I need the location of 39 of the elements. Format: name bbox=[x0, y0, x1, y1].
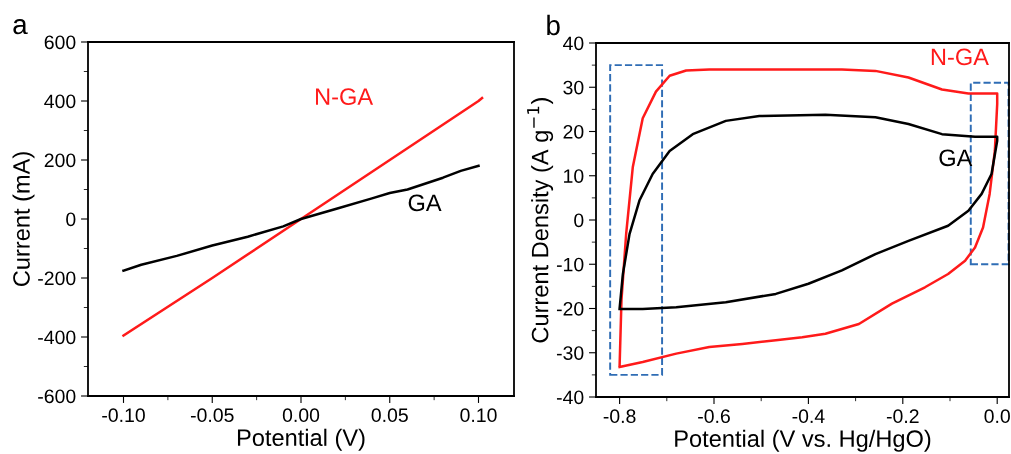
y-tick-label: -30 bbox=[556, 346, 584, 360]
y-axis-title: Current Density (A g$^{−1}$) bbox=[527, 98, 554, 343]
x-tick-label: 0.10 bbox=[460, 408, 497, 423]
y-tick-label: 0 bbox=[574, 213, 584, 228]
y-tick-label: 30 bbox=[563, 80, 584, 95]
line-series bbox=[618, 113, 999, 311]
series-label: N-GA bbox=[931, 48, 989, 66]
y-tick-label: -200 bbox=[38, 271, 76, 286]
y-tick-label: -600 bbox=[38, 389, 76, 404]
y-tick-label: 20 bbox=[563, 124, 584, 139]
y-tick-label: -20 bbox=[556, 301, 584, 316]
y-tick-label: 40 bbox=[563, 36, 584, 51]
x-tick-label: -0.6 bbox=[698, 409, 730, 424]
chart-title: a bbox=[13, 19, 28, 35]
x-tick-label: -0.2 bbox=[886, 409, 919, 424]
x-axis-title: Potential (V vs. Hg/HgO) bbox=[675, 429, 931, 452]
y-axis-title: Current (mA) bbox=[12, 152, 35, 287]
y-tick-label: -10 bbox=[556, 257, 584, 272]
x-tick-label: 0.05 bbox=[371, 408, 408, 423]
x-tick-label: -0.05 bbox=[190, 408, 234, 423]
x-axis-title: Potential (V) bbox=[237, 428, 365, 451]
y-tick-label: 10 bbox=[564, 169, 584, 183]
x-tick-label: 0.00 bbox=[282, 408, 320, 423]
y-tick-label: 400 bbox=[44, 94, 76, 109]
x-tick-label: -0.10 bbox=[102, 408, 145, 423]
line-series bbox=[122, 164, 480, 272]
text: N-GA bbox=[316, 88, 374, 105]
series-label: GA bbox=[408, 194, 442, 212]
y-tick-label: 600 bbox=[44, 35, 76, 50]
y-tick-label: 200 bbox=[44, 153, 76, 168]
x-tick-label: -0.4 bbox=[792, 409, 825, 424]
y-tick-label: -400 bbox=[38, 330, 76, 345]
y-tick-label: 0 bbox=[66, 212, 76, 227]
x-tick-label: -0.8 bbox=[603, 409, 636, 424]
line-series bbox=[618, 68, 999, 369]
chart-title: b bbox=[547, 14, 560, 36]
series-label: GA bbox=[939, 149, 973, 167]
x-tick-label: 0.0 bbox=[984, 409, 1010, 424]
y-tick-label: -40 bbox=[556, 390, 584, 405]
